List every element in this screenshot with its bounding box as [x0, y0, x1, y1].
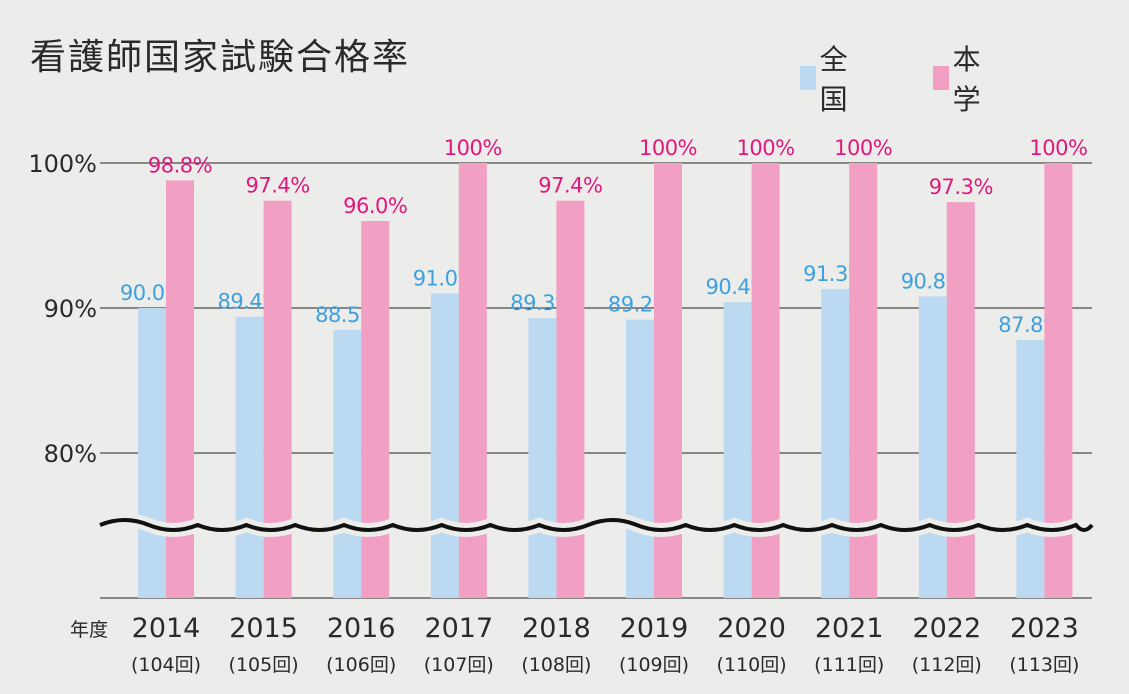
data-label-university-2022: 97.3%: [929, 175, 993, 199]
bar-national-2021: [821, 289, 850, 598]
data-label-university-2017: 100%: [444, 136, 502, 160]
bar-national-2022: [918, 296, 947, 598]
x-tick-sublabel: (113回): [1009, 654, 1079, 676]
x-tick-sublabel: (109回): [619, 654, 689, 676]
bar-national-2014: [138, 308, 166, 598]
bar-national-2019: [626, 319, 654, 598]
x-tick-sublabel: (105回): [229, 654, 299, 676]
legend-label-university: 本学: [952, 43, 981, 116]
data-label-university-2018: 97.4%: [538, 174, 602, 198]
x-tick-label: 2022: [912, 613, 981, 644]
bar-university-2015: [263, 200, 292, 598]
x-tick-sublabel: (112回): [912, 654, 982, 676]
data-label-university-2016: 96.0%: [343, 194, 407, 218]
chart-title: 看護師国家試験合格率: [30, 37, 411, 78]
bar-university-2018: [556, 200, 585, 598]
data-label-university-2015: 97.4%: [245, 174, 309, 198]
x-tick-label: 2021: [815, 613, 884, 644]
x-tick-label: 2017: [424, 613, 493, 644]
axis-break-wave: [99, 518, 1094, 532]
legend-label-national: 全国: [819, 43, 848, 116]
y-tick-label: 90%: [44, 295, 97, 323]
bar-university-2016: [361, 221, 390, 598]
legend-swatch-national: [800, 66, 816, 90]
data-label-university-2020: 100%: [737, 136, 795, 160]
bar-university-2022: [946, 202, 975, 598]
x-tick-sublabel: (106回): [326, 654, 396, 676]
data-label-university-2023: 100%: [1029, 136, 1087, 160]
legend-swatch-university: [933, 66, 949, 90]
y-tick-label: 80%: [44, 440, 97, 468]
x-tick-label: 2023: [1010, 613, 1079, 644]
legend-item-national: 全国: [800, 38, 856, 118]
x-tick-sublabel: (110回): [717, 654, 787, 676]
bar-national-2018: [528, 318, 557, 598]
x-tick-sublabel: (111回): [814, 654, 884, 676]
bar-national-2016: [333, 329, 362, 598]
x-tick-label: 2015: [229, 613, 298, 644]
x-tick-label: 2014: [132, 613, 201, 644]
data-label-university-2014: 98.8%: [148, 153, 212, 177]
x-tick-label: 2016: [327, 613, 396, 644]
data-label-university-2019: 100%: [639, 136, 697, 160]
x-axis-prefix-label: 年度: [70, 619, 108, 641]
x-tick-sublabel: (107回): [424, 654, 494, 676]
x-tick-sublabel: (104回): [131, 654, 201, 676]
bar-national-2020: [723, 302, 752, 598]
x-tick-label: 2019: [620, 613, 689, 644]
bar-national-2015: [235, 316, 264, 598]
x-tick-label: 2018: [522, 613, 591, 644]
legend-item-university: 本学: [933, 38, 989, 118]
x-tick-label: 2020: [717, 613, 786, 644]
bar-national-2017: [430, 293, 459, 598]
bar-national-2023: [1016, 339, 1045, 598]
data-label-university-2021: 100%: [834, 136, 892, 160]
x-tick-sublabel: (108回): [521, 654, 591, 676]
y-tick-label: 100%: [28, 150, 97, 178]
